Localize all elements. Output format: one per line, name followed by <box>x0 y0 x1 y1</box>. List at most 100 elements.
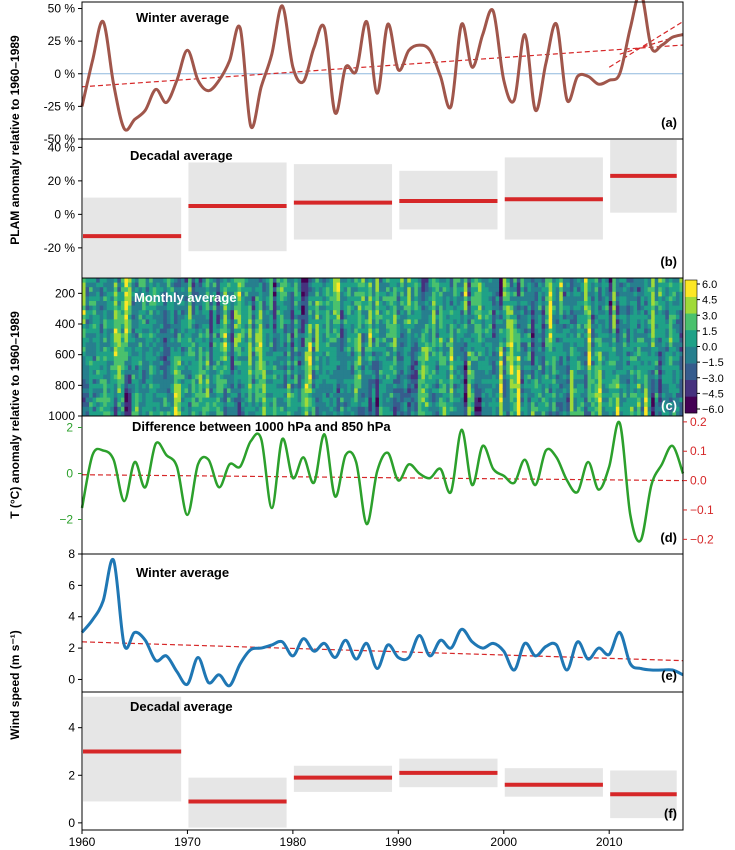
heatmap-cell <box>329 393 334 398</box>
heatmap-cell <box>283 393 288 398</box>
heatmap-cell <box>523 356 528 362</box>
heatmap-cell <box>223 360 228 366</box>
heatmap-cell <box>640 388 645 394</box>
heatmap-cell <box>244 347 249 352</box>
heatmap-cell <box>499 301 504 306</box>
heatmap-cell <box>446 319 451 325</box>
heatmap-cell <box>131 356 136 362</box>
heatmap-cell <box>410 397 415 403</box>
heatmap-cell <box>198 360 203 366</box>
heatmap-cell <box>414 402 419 408</box>
heatmap-cell <box>180 356 185 362</box>
heatmap-cell <box>106 305 111 311</box>
heatmap-cell <box>477 337 482 343</box>
heatmap-cell <box>269 301 274 306</box>
heatmap-cell <box>431 360 436 366</box>
heatmap-cell <box>431 374 436 380</box>
heatmap-cell <box>417 374 422 380</box>
heatmap-cell <box>135 370 139 375</box>
heatmap-cell <box>633 347 638 352</box>
heatmap-cell <box>580 333 585 339</box>
heatmap-cell <box>523 388 528 394</box>
heatmap-cell <box>587 282 592 288</box>
heatmap-cell <box>424 393 429 398</box>
heatmap-cell <box>470 342 475 348</box>
heatmap-cell <box>92 319 97 325</box>
heatmap-cell <box>407 333 412 339</box>
heatmap-cell <box>149 388 154 394</box>
heatmap-cell <box>622 314 627 320</box>
heatmap-cell <box>530 397 535 403</box>
heatmap-cell <box>177 360 182 366</box>
heatmap-cell <box>318 397 323 403</box>
heatmap-cell <box>559 342 564 348</box>
heatmap-cell <box>357 370 362 375</box>
heatmap-cell <box>361 324 366 329</box>
heatmap-cell <box>131 397 136 403</box>
heatmap-cell <box>414 365 419 371</box>
heatmap-cell <box>297 356 302 362</box>
heatmap-cell <box>523 365 528 371</box>
heatmap-cell <box>414 333 419 339</box>
heatmap-cell <box>198 314 203 320</box>
heatmap-cell <box>566 319 571 325</box>
heatmap-cell <box>283 291 288 297</box>
heatmap-cell <box>85 383 90 389</box>
heatmap-cell <box>85 406 90 412</box>
heatmap-cell <box>502 328 507 334</box>
heatmap-cell <box>255 291 260 297</box>
heatmap-cell <box>99 328 104 334</box>
heatmap-cell <box>414 328 419 334</box>
heatmap-cell <box>205 360 210 366</box>
heatmap-cell <box>364 379 369 385</box>
heatmap-cell <box>569 388 574 394</box>
heatmap-cell <box>110 360 115 366</box>
heatmap-cell <box>287 379 291 385</box>
heatmap-cell <box>559 333 564 339</box>
heatmap-cell <box>488 397 493 403</box>
heatmap-cell <box>368 365 373 371</box>
heatmap-cell <box>389 324 394 329</box>
heatmap-cell <box>357 379 362 385</box>
heatmap-cell <box>329 278 334 283</box>
heatmap-cell <box>626 374 631 380</box>
heatmap-cell <box>449 365 454 371</box>
heatmap-cell <box>354 342 359 348</box>
heatmap-cell <box>410 393 415 398</box>
heatmap-cell <box>591 365 596 371</box>
heatmap-cell <box>315 301 320 306</box>
heatmap-cell <box>562 388 567 394</box>
heatmap-cell <box>626 356 631 362</box>
heatmap-cell <box>156 291 161 297</box>
heatmap-cell <box>283 319 288 325</box>
heatmap-cell <box>661 301 666 306</box>
heatmap-cell <box>202 393 207 398</box>
heatmap-cell <box>127 319 132 325</box>
heatmap-cell <box>166 314 171 320</box>
heatmap-cell <box>244 296 249 302</box>
heatmap-cell <box>368 319 373 325</box>
heatmap-cell <box>378 314 383 320</box>
heatmap-cell <box>516 379 521 385</box>
heatmap-cell <box>421 314 426 320</box>
heatmap-cell <box>258 374 263 380</box>
heatmap-cell <box>598 296 603 302</box>
heatmap-cell <box>403 328 408 334</box>
heatmap-cell <box>110 314 115 320</box>
heatmap-cell <box>92 305 97 311</box>
heatmap-cell <box>520 351 525 357</box>
heatmap-cell <box>499 337 504 343</box>
heatmap-cell <box>421 319 426 325</box>
heatmap-cell <box>92 383 97 389</box>
heatmap-cell <box>647 291 652 297</box>
heatmap-cell <box>658 314 663 320</box>
heatmap-cell <box>576 356 581 362</box>
heatmap-cell <box>509 360 514 366</box>
heatmap-cell <box>347 296 352 302</box>
heatmap-cell <box>212 347 217 352</box>
heatmap-cell <box>428 402 433 408</box>
heatmap-cell <box>195 411 200 417</box>
heatmap-cell <box>520 402 525 408</box>
heatmap-cell <box>591 305 596 311</box>
heatmap-cell <box>608 282 613 288</box>
